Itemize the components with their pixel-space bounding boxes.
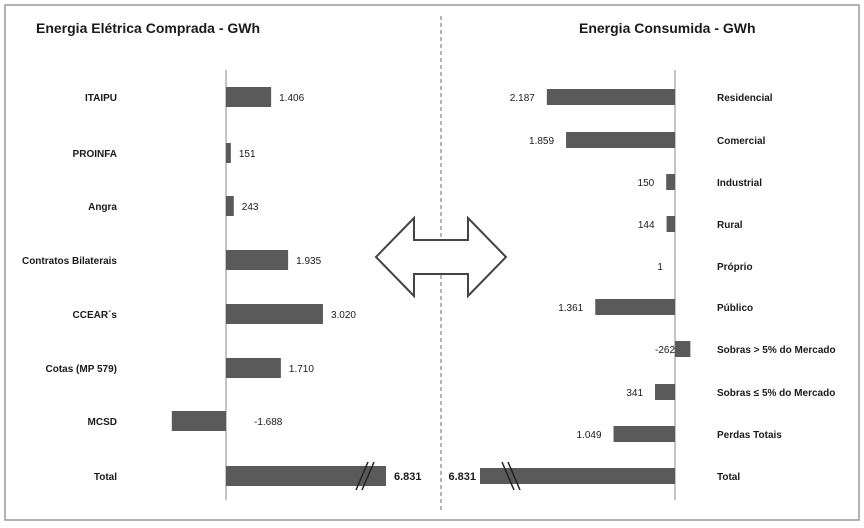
right-category-label-industrial: Industrial [717, 178, 762, 189]
right-axis-break-mark [501, 461, 515, 491]
left-category-label-cotas-mp-579: Cotas (MP 579) [45, 364, 117, 375]
left-category-label-ccear-s: CCEAR´s [73, 310, 118, 321]
right-axis-break-mark [507, 461, 521, 491]
right-bar-industrial [666, 174, 675, 190]
left-value-label-total: 6.831 [394, 471, 422, 483]
left-bar-contratos-bilaterais [226, 250, 289, 270]
left-bar-itaipu [226, 87, 272, 107]
right-category-label-residencial: Residencial [717, 93, 773, 104]
left-value-label-itaipu: 1.406 [279, 93, 304, 104]
right-value-label-sobras-5-do-mercado: -262 [655, 345, 675, 356]
right-value-label-total: 6.831 [448, 471, 476, 483]
left-category-label-contratos-bilaterais: Contratos Bilaterais [22, 256, 117, 267]
left-bar-cotas-mp-579 [226, 358, 281, 378]
right-category-label-comercial: Comercial [717, 136, 766, 147]
right-bar-residencial [546, 89, 675, 105]
right-bar-total [480, 468, 675, 484]
right-bar-rural [666, 216, 675, 232]
left-chart-bars: ITAIPU 1.406 PROINFA 151 Angra 243 Contratos B… [22, 87, 422, 491]
double-arrow-icon [374, 215, 508, 299]
left-axis-break-mark [361, 461, 375, 491]
left-bar-proinfa [226, 143, 231, 163]
left-axis-break-mark [355, 461, 369, 491]
left-value-label-mcsd: -1.688 [254, 417, 283, 428]
right-value-label-sobras-5-do-mercado: 341 [626, 388, 643, 399]
left-category-label-angra: Angra [88, 202, 117, 213]
left-value-label-ccear-s: 3.020 [331, 310, 356, 321]
right-bar-sobras-5-do-mercado [655, 384, 675, 400]
right-value-label-proprio: 1 [657, 262, 663, 273]
left-value-label-angra: 243 [242, 202, 259, 213]
left-bar-mcsd [171, 411, 226, 431]
right-value-label-publico: 1.361 [558, 303, 583, 314]
right-category-label-total: Total [717, 472, 740, 483]
right-category-label-perdas-totais: Perdas Totais [717, 430, 782, 441]
right-value-label-industrial: 150 [638, 178, 655, 189]
right-bar-perdas-totais [613, 426, 675, 442]
left-value-label-proinfa: 151 [239, 149, 256, 160]
right-value-label-comercial: 1.859 [529, 136, 554, 147]
left-category-label-proinfa: PROINFA [73, 149, 117, 160]
left-bar-angra [226, 196, 234, 216]
right-bar-publico [595, 299, 675, 315]
right-value-label-residencial: 2.187 [510, 93, 535, 104]
right-category-label-rural: Rural [717, 220, 743, 231]
right-chart-title: Energia Consumida - GWh [579, 20, 756, 36]
left-category-label-mcsd: MCSD [88, 417, 117, 428]
right-value-label-rural: 144 [638, 220, 655, 231]
left-bar-total [226, 466, 386, 486]
left-value-label-contratos-bilaterais: 1.935 [296, 256, 321, 267]
right-chart-bars: Residencial 2.187 Comercial 1.859 Industrial… [448, 89, 836, 491]
right-bar-comercial [566, 132, 675, 148]
right-category-label-sobras-5-do-mercado: Sobras > 5% do Mercado [717, 345, 836, 356]
left-chart-title: Energia Elétrica Comprada - GWh [36, 20, 260, 36]
right-category-label-sobras-5-do-mercado: Sobras ≤ 5% do Mercado [717, 388, 835, 399]
right-bar-sobras-5-do-mercado [675, 341, 691, 357]
left-bar-ccear-s [226, 304, 323, 324]
left-category-label-itaipu: ITAIPU [85, 93, 117, 104]
left-value-label-cotas-mp-579: 1.710 [289, 364, 314, 375]
right-category-label-publico: Público [717, 303, 753, 314]
right-value-label-perdas-totais: 1.049 [576, 430, 601, 441]
right-category-label-proprio: Próprio [717, 262, 753, 273]
left-category-label-total: Total [94, 472, 117, 483]
